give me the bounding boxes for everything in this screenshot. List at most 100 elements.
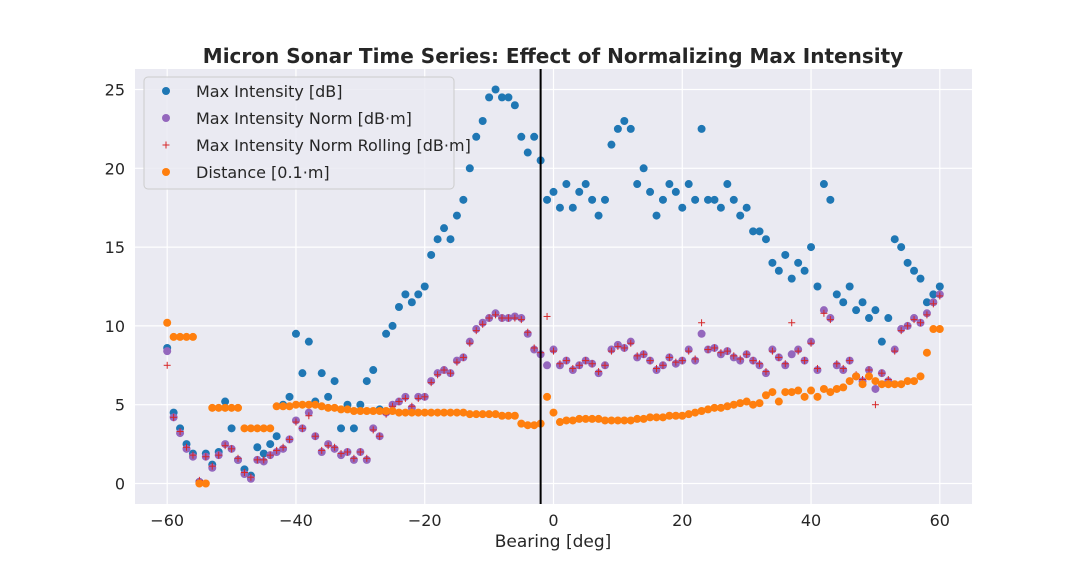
data-point: [266, 451, 274, 459]
data-point: [260, 456, 268, 464]
data-point: [897, 327, 905, 335]
data-point: [794, 347, 802, 355]
data-point: [330, 377, 339, 386]
data-point: [613, 124, 622, 133]
data-point: [852, 372, 861, 381]
data-point: [832, 290, 841, 299]
data-point: [272, 402, 281, 411]
data-point: [291, 400, 300, 409]
data-point: [864, 314, 873, 323]
data-point: [446, 369, 454, 377]
y-tick-label: 20: [105, 159, 125, 178]
data-point: [581, 180, 590, 189]
data-point: [504, 93, 513, 102]
data-point: [659, 361, 667, 369]
series-3: [163, 318, 944, 488]
data-point: [601, 361, 609, 369]
data-point: [833, 360, 841, 368]
data-point: [369, 366, 378, 375]
data-point: [510, 101, 519, 110]
data-point: [240, 468, 248, 476]
data-point: [639, 164, 648, 173]
data-point: [594, 414, 603, 423]
data-point: [169, 332, 178, 341]
data-point: [420, 408, 429, 417]
data-point: [324, 442, 332, 450]
data-point: [234, 454, 242, 462]
data-point: [646, 413, 655, 422]
data-point: [298, 424, 306, 432]
data-point: [543, 361, 552, 370]
data-point: [434, 371, 442, 379]
data-point: [497, 93, 506, 102]
data-point: [568, 203, 577, 212]
data-point: [935, 325, 944, 334]
data-point: [730, 352, 738, 360]
data-point: [839, 364, 847, 372]
data-point: [613, 416, 622, 425]
data-point: [897, 243, 906, 252]
data-point: [562, 180, 571, 189]
data-point: [343, 448, 351, 456]
data-point: [407, 408, 416, 417]
data-point: [350, 454, 358, 462]
y-tick-label: 5: [115, 396, 125, 415]
data-point: [562, 357, 570, 365]
data-point: [221, 403, 230, 412]
data-point: [627, 339, 635, 347]
data-point: [781, 360, 789, 368]
data-point: [523, 421, 532, 430]
data-point: [433, 235, 442, 244]
data-point: [903, 258, 912, 267]
y-tick-label: 25: [105, 80, 125, 99]
data-point: [478, 117, 487, 126]
data-point: [736, 355, 744, 363]
data-point: [324, 392, 333, 401]
data-point: [550, 347, 557, 355]
data-point: [215, 451, 223, 459]
data-point: [202, 453, 210, 461]
data-point: [774, 397, 783, 406]
data-point: [163, 347, 172, 356]
data-point: [665, 180, 674, 189]
data-point: [646, 187, 655, 196]
data-point: [394, 408, 403, 417]
data-point: [259, 424, 268, 433]
data-point: [633, 180, 642, 189]
legend: Max Intensity [dB] Max Intensity Norm [dB…: [143, 76, 471, 190]
data-point: [935, 282, 944, 291]
data-point: [318, 446, 326, 454]
data-point: [846, 357, 854, 365]
data-point: [903, 377, 912, 386]
data-point: [800, 392, 809, 401]
data-point: [401, 408, 410, 417]
data-point: [710, 403, 719, 412]
data-point: [852, 306, 861, 315]
data-point: [427, 379, 435, 387]
data-point: [228, 445, 236, 453]
data-point: [485, 314, 493, 322]
y-tick-label: 15: [105, 238, 125, 257]
data-point: [407, 298, 416, 307]
data-point: [440, 408, 449, 417]
data-point: [227, 424, 236, 433]
data-point: [781, 250, 790, 259]
data-point: [910, 266, 919, 275]
data-point: [832, 384, 841, 393]
data-point: [826, 195, 835, 204]
data-point: [652, 211, 661, 220]
data-point: [163, 318, 172, 327]
data-point: [742, 397, 751, 406]
data-point: [253, 456, 261, 464]
data-point: [916, 319, 924, 327]
data-point: [337, 450, 345, 458]
data-point: [543, 312, 551, 320]
data-point: [845, 282, 854, 291]
data-point: [871, 401, 879, 409]
data-point: [472, 410, 481, 419]
data-point: [826, 316, 834, 324]
data-point: [440, 366, 448, 374]
data-point: [620, 416, 629, 425]
data-point: [801, 357, 809, 365]
data-point: [427, 250, 436, 259]
